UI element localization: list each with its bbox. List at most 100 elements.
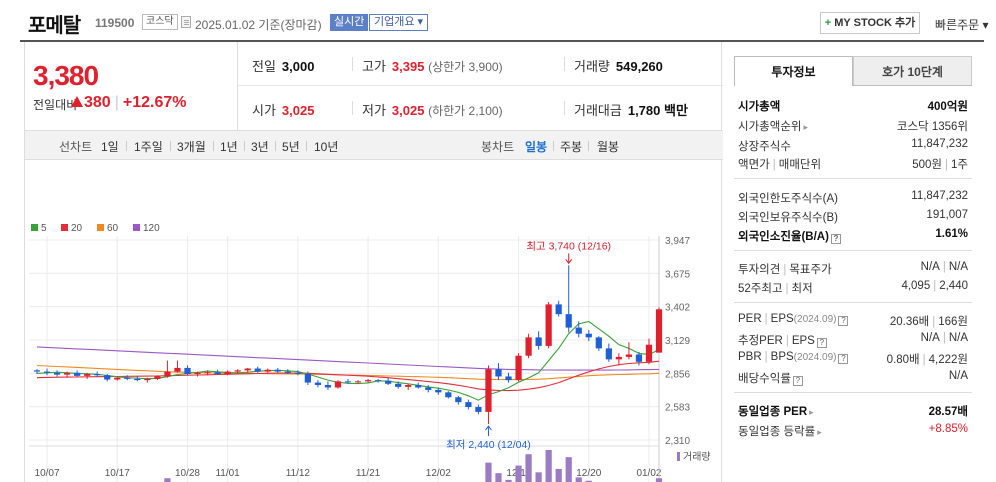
legend-swatch — [61, 224, 68, 231]
candle-body — [455, 397, 462, 403]
candle-body — [354, 381, 362, 383]
open-price: 시가 3,025 — [252, 100, 314, 119]
candle-body — [485, 369, 492, 412]
quick-order-button[interactable]: 빠른주문 ▾ — [935, 18, 989, 32]
est-eps-value: N/A — [948, 332, 968, 344]
change-row: 380 | +12.67% — [71, 94, 186, 112]
foreign-hold-value: 191,007 — [926, 209, 968, 221]
foreign-ratio-value: 1.61% — [935, 228, 968, 240]
target-price-label: 목표주가 — [789, 264, 832, 276]
help-icon[interactable]: ? — [838, 354, 849, 364]
period-5y[interactable]: 5년 — [282, 140, 300, 154]
candle-weekly[interactable]: 주봉 — [560, 140, 583, 154]
chevron-right-icon[interactable]: ▸ — [809, 407, 814, 417]
candle-body — [565, 314, 572, 328]
industry-per-label: 동일업종 PER — [738, 406, 808, 418]
chevron-right-icon[interactable]: ▸ — [817, 427, 822, 437]
trade-amount: 거래대금 1,780 백만 — [574, 100, 688, 119]
eps-value: 166원 — [938, 316, 968, 328]
x-tick-label: 12/20 — [576, 468, 601, 479]
divider — [553, 141, 554, 151]
market-cap-row: 시가총액 400억원 — [738, 96, 970, 114]
chevron-right-icon[interactable]: ▸ — [803, 122, 809, 132]
low-value: 3,025 — [391, 103, 425, 118]
help-icon[interactable]: ? — [838, 316, 849, 326]
foreign-limit-value: 11,847,232 — [911, 190, 968, 202]
divider — [588, 141, 589, 151]
foreign-hold-label: 외국인보유주식수(B) — [738, 212, 838, 224]
upper-limit: (상한가 3,900) — [428, 60, 503, 74]
opinion-label: 투자의견 — [738, 264, 781, 276]
divider — [352, 101, 353, 115]
low-label: 저가 — [362, 103, 386, 118]
shares-value: 11,847,232 — [911, 138, 968, 150]
per-value: 20.36배 — [889, 316, 930, 328]
period-3m[interactable]: 3개월 — [177, 140, 206, 154]
dividend-label: 배당수익률 — [738, 373, 791, 385]
period-1w[interactable]: 1주일 — [134, 140, 163, 154]
industry-change-label: 동일업종 등락률 — [738, 426, 816, 438]
my-stock-add-button[interactable]: + MY STOCK 추가 — [820, 12, 920, 34]
line-chart-label: 선차트 — [59, 140, 93, 154]
change-separator: | — [114, 94, 119, 111]
volume-legend-swatch — [677, 452, 680, 461]
candle-body — [445, 392, 452, 398]
summary-row: 시가 3,025 저가 3,025 (하한가 2,100) 거래대금 1,780 백만 — [238, 86, 724, 130]
divider: | — [785, 283, 789, 295]
volume-label: 거래량 — [574, 59, 610, 74]
candle-body — [344, 381, 352, 383]
period-3y[interactable]: 3년 — [251, 140, 269, 154]
period-1y[interactable]: 1년 — [220, 140, 238, 154]
help-icon[interactable]: ? — [816, 338, 827, 348]
x-tick-label: 10/17 — [105, 468, 130, 479]
week52-low-label: 최저 — [791, 283, 813, 295]
candle-daily[interactable]: 일봉 — [525, 140, 548, 154]
period-10y[interactable]: 10년 — [314, 140, 339, 154]
divider — [126, 141, 127, 151]
candle-body — [625, 354, 633, 357]
change-amount: 380 — [84, 94, 111, 111]
est-per-value: N/A — [920, 332, 940, 344]
foreign-limit-label: 외국인한도주식수(A) — [738, 193, 838, 205]
candle-body — [415, 385, 422, 388]
face-value-label: 액면가 — [738, 159, 770, 171]
candle-body — [385, 380, 392, 384]
chart-toolbar: 선차트 1일 1주일 3개월 1년 3년 5년 10년 봉차트 일봉 주봉 월봉 — [25, 130, 723, 160]
current-price: 3,380 — [33, 60, 99, 91]
candlestick-chart-svg: 3,947 3,675 3,402 3,129 2,856 2,583 2,310 10/07… — [29, 223, 711, 482]
volume-bar — [555, 468, 562, 482]
candle-body — [43, 371, 51, 373]
realtime-button[interactable]: 실시간 — [330, 14, 369, 31]
candle-monthly[interactable]: 월봉 — [597, 140, 620, 154]
trade-unit-label: 매매단위 — [778, 159, 822, 171]
y-tick-label: 3,129 — [665, 336, 690, 347]
per-label: PER — [738, 313, 762, 325]
candle-body — [364, 380, 372, 382]
candle-body — [254, 368, 261, 372]
divider: | — [933, 280, 937, 292]
prev-close-value: 3,000 — [281, 59, 315, 74]
divider: | — [764, 313, 768, 325]
help-icon[interactable]: ? — [830, 234, 841, 244]
tab-orderbook[interactable]: 호가 10단계 — [853, 56, 972, 86]
company-overview-button[interactable]: 기업개요 ▾ — [369, 14, 429, 31]
moving-average-line-ma20 — [36, 360, 660, 392]
section-divider — [734, 392, 972, 393]
period-1d[interactable]: 1일 — [101, 140, 119, 154]
week52-high-value: 4,095 — [901, 280, 931, 292]
volume-bar — [495, 473, 502, 482]
tab-investment-info[interactable]: 투자정보 — [734, 56, 853, 86]
opinion-row: 투자의견 | 목표주가 N/A | N/A — [738, 259, 970, 277]
candle-body — [184, 367, 191, 375]
candle-body — [164, 371, 171, 377]
candle-body — [465, 402, 472, 408]
change-label: 전일대비 — [33, 98, 78, 112]
candle-body — [294, 372, 301, 375]
high-arrow-head — [565, 258, 573, 265]
help-icon[interactable]: ? — [792, 376, 803, 386]
price-chart[interactable]: 3,947 3,675 3,402 3,129 2,856 2,583 2,310 10/07… — [25, 160, 723, 482]
divider: | — [764, 351, 768, 363]
face-value-value: 500원 — [912, 159, 943, 171]
volume-bar — [525, 454, 532, 482]
volume-bar — [515, 465, 522, 482]
